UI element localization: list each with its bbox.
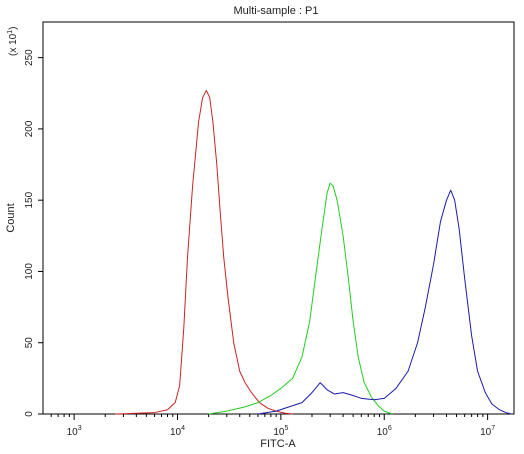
y-axis: 0 50 100 150 200 250 xyxy=(24,49,43,417)
series-line xyxy=(208,182,393,415)
x-axis: 103 104 105 106 107 xyxy=(50,414,495,438)
series-line xyxy=(115,89,293,415)
y-multiplier: (x 101) xyxy=(7,27,19,56)
y-tick-label: 200 xyxy=(24,120,35,137)
series-layer xyxy=(115,89,512,415)
y-multiplier-text: (x 10 xyxy=(8,33,19,56)
x-tick-exponent: 6 xyxy=(388,425,392,432)
plot-frame xyxy=(42,21,515,415)
x-axis-label: FITC-A xyxy=(260,438,296,450)
chart-title: Multi-sample : P1 xyxy=(234,5,319,17)
x-tick-base: 10 xyxy=(273,427,285,438)
x-tick-base: 10 xyxy=(170,427,182,438)
x-tick-label: 104 xyxy=(170,425,185,438)
svg-text:(x 101): (x 101) xyxy=(7,27,19,56)
x-tick-base: 10 xyxy=(377,427,389,438)
x-tick-label: 103 xyxy=(67,425,82,438)
y-tick-label: 50 xyxy=(24,337,35,349)
x-tick-label: 107 xyxy=(480,425,495,438)
y-multiplier-exponent: 1 xyxy=(7,30,14,34)
x-tick-base: 10 xyxy=(67,427,79,438)
y-tick-label: 100 xyxy=(24,263,35,280)
x-tick-exponent: 7 xyxy=(491,425,495,432)
x-tick-exponent: 4 xyxy=(181,425,185,432)
x-tick-exponent: 5 xyxy=(284,425,288,432)
y-multiplier-close: ) xyxy=(8,27,19,30)
x-tick-base: 10 xyxy=(480,427,492,438)
x-tick-exponent: 3 xyxy=(78,425,82,432)
y-axis-label: Count xyxy=(5,203,17,232)
y-tick-label: 250 xyxy=(24,49,35,66)
x-tick-label: 106 xyxy=(377,425,392,438)
y-tick-label: 0 xyxy=(24,411,35,417)
y-tick-label: 150 xyxy=(24,191,35,208)
series-line xyxy=(257,189,512,415)
x-tick-label: 105 xyxy=(273,425,288,438)
